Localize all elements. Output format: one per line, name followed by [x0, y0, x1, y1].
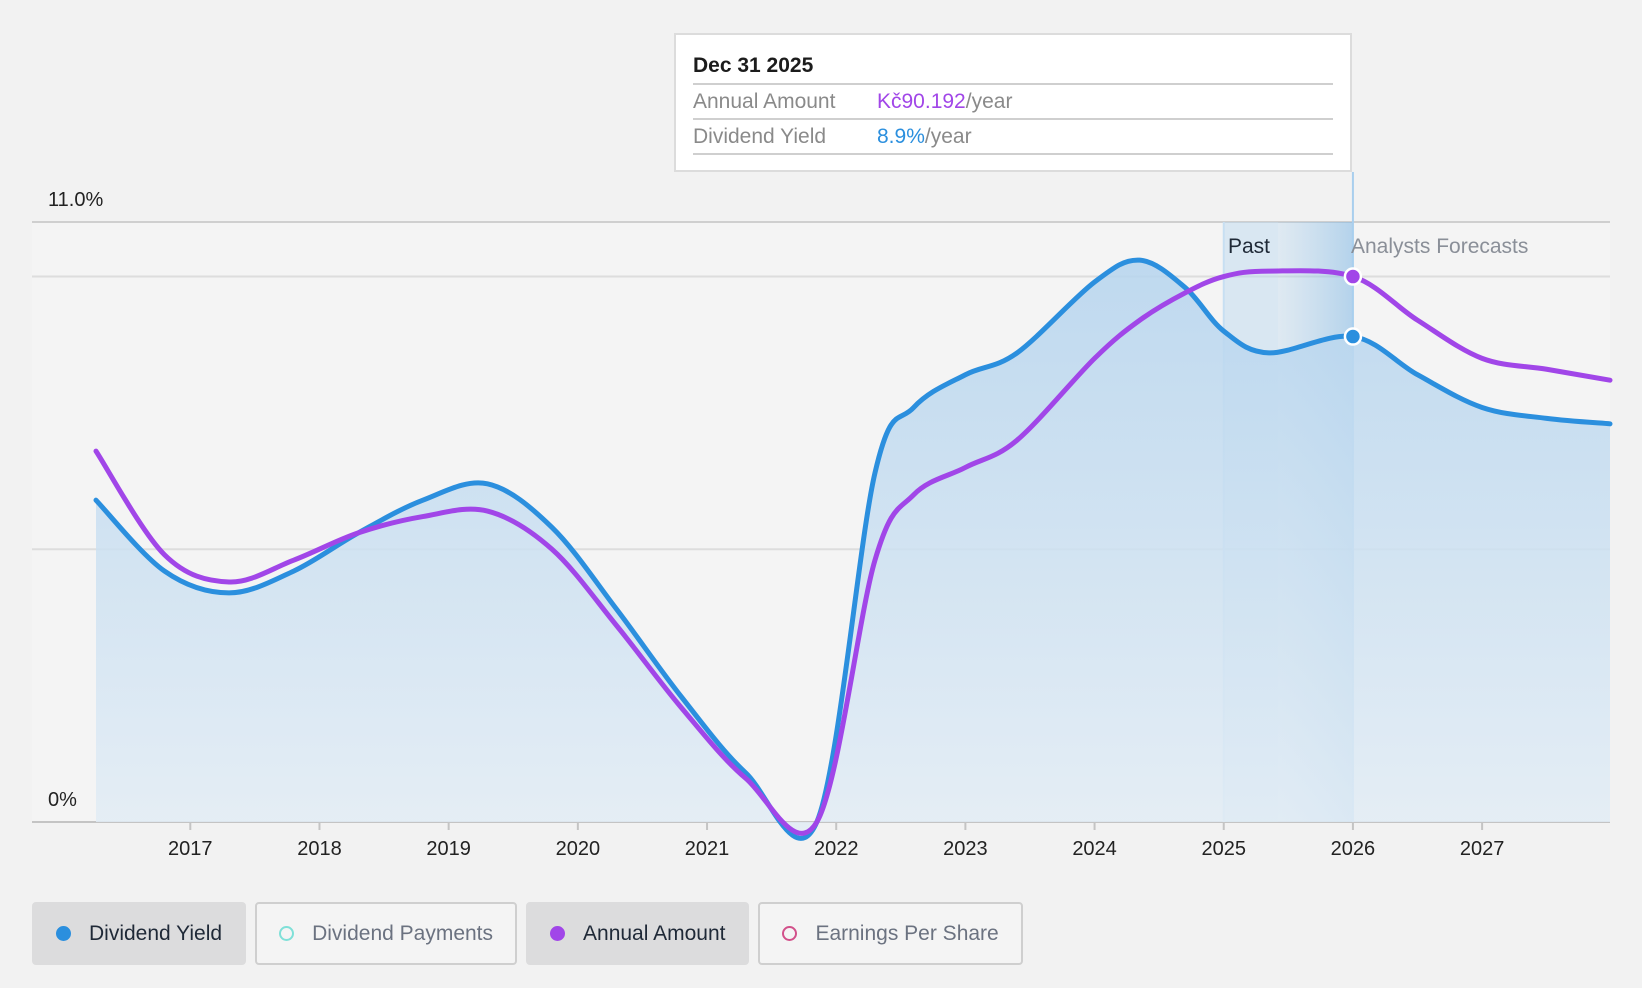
legend-label: Dividend Payments [312, 921, 494, 945]
tooltip-key: Annual Amount [693, 90, 836, 113]
tooltip-date: Dec 31 2025 [693, 49, 1333, 85]
legend-dividend-payments[interactable]: Dividend Payments [255, 902, 518, 965]
region-labels: Past Analysts Forecasts [1228, 235, 1528, 258]
dividend-yield-marker [1343, 327, 1363, 346]
area-layer [96, 260, 1610, 839]
legend-label: Dividend Yield [89, 921, 223, 945]
tooltip-value: 8.9% [877, 125, 925, 148]
tooltip-row-annual-amount: Annual Amount Kč90.192 /year [693, 85, 1333, 120]
tooltip-unit: /year [965, 90, 1013, 113]
y-tick-label: 11.0% [48, 189, 103, 211]
legend-annual-amount[interactable]: Annual Amount [526, 902, 750, 965]
x-tick-label: 2022 [814, 838, 859, 860]
x-tick-label: 2017 [168, 838, 213, 860]
line-layer [93, 257, 1613, 841]
marker-layer [1343, 267, 1363, 346]
x-tick-label: 2018 [297, 838, 342, 860]
x-tick-label: 2027 [1460, 838, 1505, 860]
chart-legend: Dividend Yield Dividend Payments Annual … [32, 902, 1023, 965]
tooltip-key: Dividend Yield [693, 125, 827, 148]
chart-tooltip: Dec 31 2025 Annual Amount Kč90.192 /year… [674, 33, 1352, 172]
legend-label: Earnings Per Share [815, 921, 999, 945]
legend-dot-icon [782, 926, 798, 941]
dividend-yield-area [96, 260, 1610, 839]
x-tick-label: 2026 [1331, 838, 1376, 860]
x-tick-label: 2023 [943, 838, 988, 860]
x-tick-label: 2024 [1072, 838, 1117, 860]
legend-dot-icon [550, 926, 566, 941]
legend-label: Annual Amount [583, 921, 726, 945]
tooltip-value: Kč90.192 [877, 90, 966, 113]
tooltip-unit: /year [924, 125, 972, 148]
dividend-yield-line [93, 257, 1613, 841]
x-tick-label: 2025 [1201, 838, 1246, 860]
x-axis: 2017 2018 2019 2020 2021 2022 2023 2024 2025 2026… [168, 822, 1504, 860]
forecast-label: Analysts Forecasts [1351, 235, 1528, 258]
y-tick-label: 0% [48, 789, 77, 811]
tooltip-row-dividend-yield: Dividend Yield 8.9% /year [693, 120, 1333, 155]
past-label: Past [1228, 235, 1270, 258]
x-tick-label: 2019 [426, 838, 471, 860]
legend-dividend-yield[interactable]: Dividend Yield [32, 902, 247, 965]
legend-earnings-per-share[interactable]: Earnings Per Share [758, 902, 1023, 965]
annual-amount-line [93, 268, 1613, 836]
annual-amount-marker [1343, 267, 1363, 286]
x-tick-label: 2021 [685, 838, 730, 860]
x-tick-label: 2020 [556, 838, 601, 860]
legend-dot-icon [56, 926, 71, 941]
legend-dot-icon [279, 926, 295, 941]
y-axis: 11.0% 0% [48, 189, 103, 811]
